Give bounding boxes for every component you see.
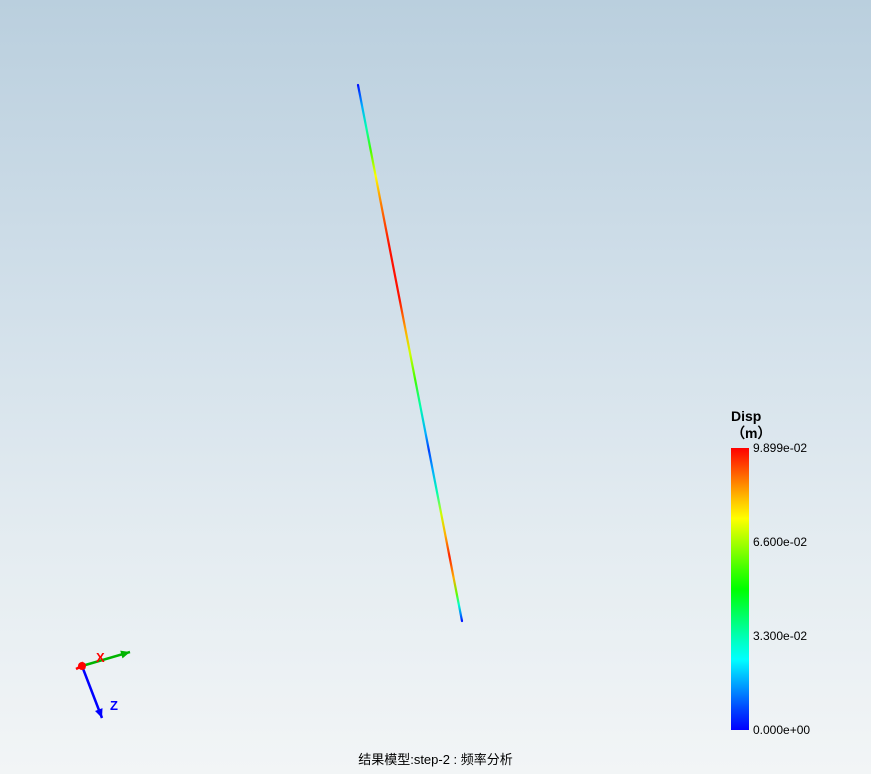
legend-tick: 9.899e-02 [753,441,807,455]
legend-tick: 3.300e-02 [753,629,807,643]
legend-title: Disp [731,408,761,424]
axis-triad[interactable]: YZX [72,648,172,738]
legend-tick: 6.600e-02 [753,535,807,549]
svg-text:X: X [96,650,105,665]
color-legend: Disp （m） 9.899e-026.600e-023.300e-020.00… [731,408,841,730]
legend-colorbar [731,448,749,730]
svg-text:Z: Z [110,698,118,713]
legend-tick: 0.000e+00 [753,723,810,737]
status-label: 结果模型:step-2 : 频率分析 [0,749,871,768]
legend-unit: （m） [731,425,771,441]
viewport-3d[interactable]: YZX Disp （m） 9.899e-026.600e-023.300e-02… [0,0,871,774]
